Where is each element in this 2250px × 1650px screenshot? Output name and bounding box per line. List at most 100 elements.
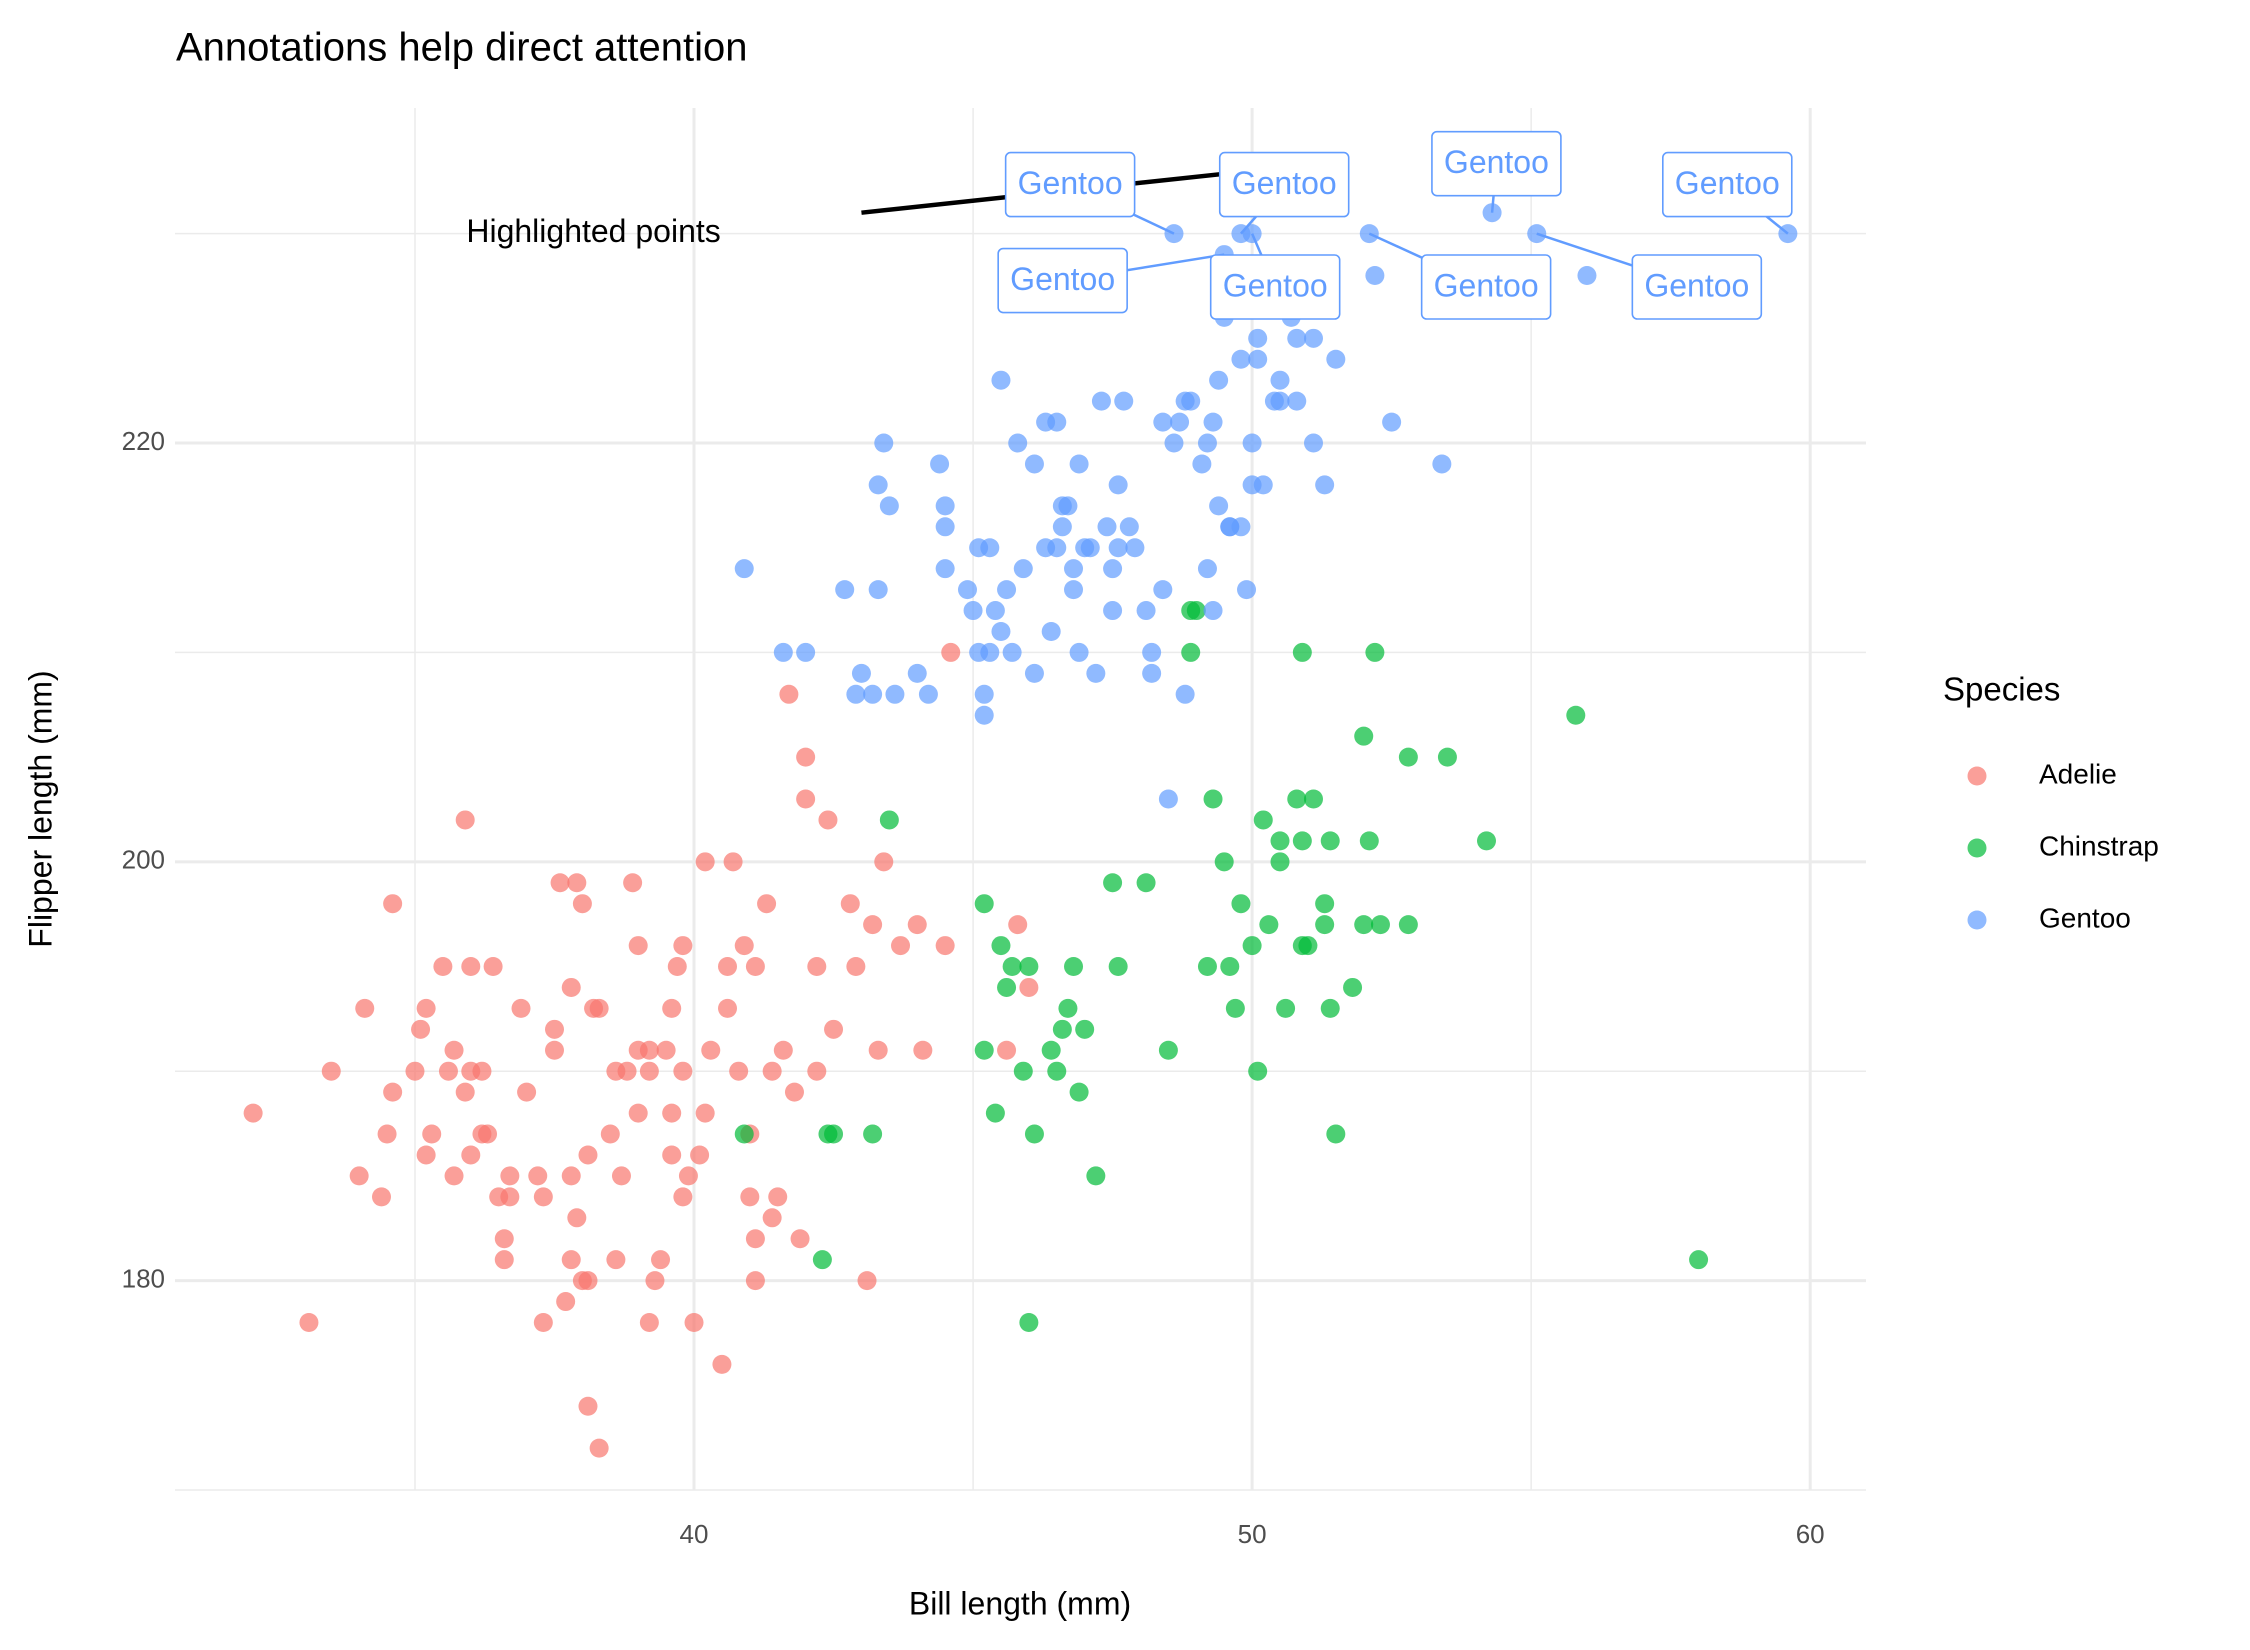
point xyxy=(1287,789,1307,809)
point xyxy=(879,810,899,830)
point xyxy=(1142,663,1162,683)
label-text: Gentoo xyxy=(1232,165,1337,201)
point xyxy=(1287,328,1307,348)
label: Gentoo xyxy=(1631,254,1763,320)
x-tick-label: 50 xyxy=(1238,1519,1267,1549)
label-text: Gentoo xyxy=(1644,267,1749,303)
legend-swatch xyxy=(1967,766,1987,786)
point xyxy=(1024,663,1044,683)
point xyxy=(444,1166,464,1186)
point xyxy=(1359,831,1379,851)
point xyxy=(1114,391,1134,411)
point xyxy=(1197,957,1217,977)
point xyxy=(1136,601,1156,621)
point xyxy=(1315,894,1335,914)
point xyxy=(1270,852,1290,872)
point xyxy=(1303,328,1323,348)
point xyxy=(371,1187,391,1207)
point xyxy=(1220,957,1240,977)
point xyxy=(997,1040,1017,1060)
point xyxy=(1253,810,1273,830)
point xyxy=(974,1040,994,1060)
point xyxy=(729,1061,749,1081)
legend: Species Adelie Chinstrap Gentoo xyxy=(1943,671,2159,934)
point xyxy=(662,1103,682,1123)
point xyxy=(567,1208,587,1228)
point xyxy=(1058,998,1078,1018)
point xyxy=(930,454,950,474)
point xyxy=(1231,517,1251,537)
point xyxy=(533,1312,553,1332)
point xyxy=(1292,831,1312,851)
legend-label: Gentoo xyxy=(2039,902,2131,933)
point xyxy=(500,1166,520,1186)
point xyxy=(1270,391,1290,411)
point xyxy=(1153,580,1173,600)
label-box xyxy=(1420,254,1552,320)
point xyxy=(639,1061,659,1081)
point xyxy=(779,684,799,704)
point xyxy=(762,1061,782,1081)
point xyxy=(1225,998,1245,1018)
point xyxy=(1354,726,1374,746)
point xyxy=(1158,1040,1178,1060)
point xyxy=(1181,642,1201,662)
point xyxy=(561,1250,581,1270)
point xyxy=(1248,1061,1268,1081)
point xyxy=(383,894,403,914)
point xyxy=(1019,977,1039,997)
point xyxy=(517,1082,537,1102)
point xyxy=(589,1438,609,1458)
point xyxy=(935,517,955,537)
label: Gentoo xyxy=(1431,130,1562,197)
point xyxy=(1242,433,1262,453)
point xyxy=(807,1061,827,1081)
point xyxy=(1276,998,1296,1018)
point xyxy=(840,894,860,914)
point xyxy=(673,1187,693,1207)
point xyxy=(991,936,1011,956)
y-tick-label: 200 xyxy=(122,845,165,875)
point xyxy=(1209,496,1229,516)
point xyxy=(533,1187,553,1207)
point xyxy=(673,1061,693,1081)
label-text: Gentoo xyxy=(1444,144,1549,180)
y-tick-label: 180 xyxy=(122,1263,165,1293)
point xyxy=(1064,580,1084,600)
point xyxy=(784,1082,804,1102)
point xyxy=(997,580,1017,600)
point xyxy=(997,977,1017,997)
point xyxy=(416,998,436,1018)
point xyxy=(768,1187,788,1207)
annotation-text: Highlighted points xyxy=(466,213,720,249)
point xyxy=(455,810,475,830)
point xyxy=(1326,1124,1346,1144)
point xyxy=(985,601,1005,621)
point xyxy=(1303,433,1323,453)
point xyxy=(1069,1082,1089,1102)
point xyxy=(1577,266,1597,286)
label-text: Gentoo xyxy=(1434,267,1539,303)
point xyxy=(1566,705,1586,725)
point xyxy=(1064,559,1084,579)
point xyxy=(377,1124,397,1144)
point xyxy=(667,957,687,977)
point xyxy=(745,957,765,977)
legend-title: Species xyxy=(1943,671,2060,708)
point xyxy=(1398,747,1418,767)
point xyxy=(1326,349,1346,369)
point xyxy=(606,1250,626,1270)
point xyxy=(1437,747,1457,767)
point xyxy=(723,852,743,872)
point xyxy=(1086,663,1106,683)
point xyxy=(851,663,871,683)
point xyxy=(383,1082,403,1102)
point xyxy=(796,642,816,662)
point xyxy=(651,1250,671,1270)
point xyxy=(1047,538,1067,558)
point xyxy=(478,1124,498,1144)
point xyxy=(957,580,977,600)
point xyxy=(628,1103,648,1123)
point xyxy=(1153,412,1173,432)
